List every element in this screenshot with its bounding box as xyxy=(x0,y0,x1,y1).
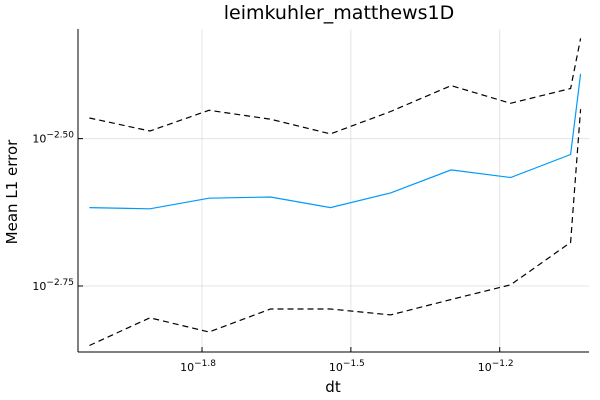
y-axis-label: Mean L1 error xyxy=(3,139,21,244)
series-line-mean xyxy=(89,73,582,210)
y-tick-label: 10−2.75 xyxy=(32,278,74,293)
y-tick-label: 10−2.50 xyxy=(32,131,74,146)
x-tick-label: 10−1.2 xyxy=(478,359,514,374)
series-group xyxy=(89,38,582,347)
chart-title: leimkuhler_matthews1D xyxy=(224,2,454,24)
x-ticks: 10−1.8 10−1.5 10−1.2 xyxy=(180,347,514,374)
y-ticks: 10−2.50 10−2.75 xyxy=(32,131,83,293)
x-tick-label: 10−1.8 xyxy=(180,359,216,374)
x-tick-label: 10−1.5 xyxy=(329,359,365,374)
series-line-upper xyxy=(89,38,582,135)
grid xyxy=(78,29,589,352)
x-axis-label: dt xyxy=(325,378,341,396)
axes xyxy=(77,29,589,353)
series-line-lower xyxy=(89,109,582,347)
